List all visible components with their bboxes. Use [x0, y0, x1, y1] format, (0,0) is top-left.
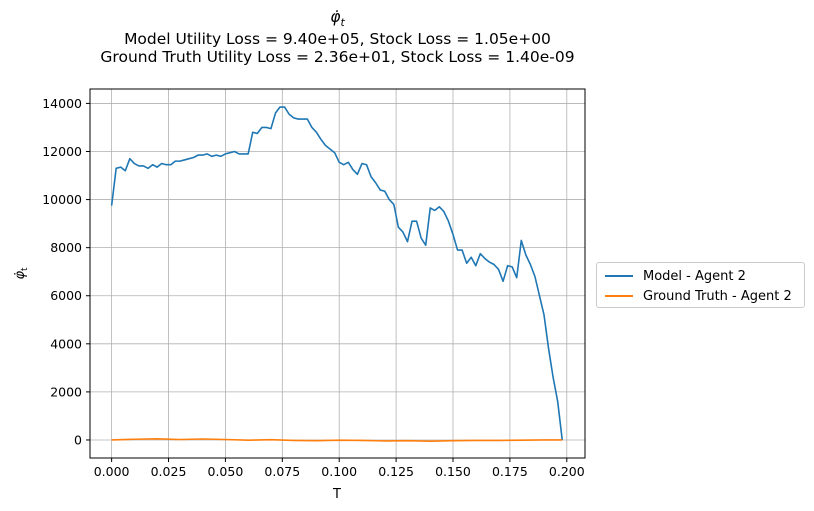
x-tick-label: 0.025 [151, 464, 187, 479]
chart-subtitle-line-2: Ground Truth Utility Loss = 2.36e+01, St… [100, 48, 575, 66]
chart-subtitle-line-1: Model Utility Loss = 9.40e+05, Stock Los… [124, 30, 551, 48]
series-line-ground-truth [111, 437, 563, 442]
x-tick-label: 0.175 [492, 464, 528, 479]
x-tick-label: 0.100 [321, 464, 357, 479]
y-axis-label: φ̇t [13, 267, 30, 280]
y-tick-label: 12000 [42, 144, 82, 159]
y-tick-label: 4000 [50, 336, 82, 351]
y-tick-label: 2000 [50, 384, 82, 399]
x-axis-ticks: 0.000 0.025 0.050 0.075 0.100 0.125 0.150 0.175… [94, 458, 585, 479]
legend-swatch-model [605, 275, 633, 277]
x-axis-label: T [332, 487, 341, 502]
legend-swatch-ground-truth [605, 295, 633, 297]
x-tick-label: 0.050 [208, 464, 244, 479]
y-tick-label: 6000 [50, 288, 82, 303]
series-line-model [110, 106, 564, 441]
legend-label-ground-truth: Ground Truth - Agent 2 [643, 288, 792, 304]
y-tick-label: 10000 [42, 192, 82, 207]
x-tick-label: 0.200 [549, 464, 585, 479]
grid [90, 89, 585, 458]
y-axis-ticks: 0 2000 4000 6000 8000 10000 12000 14000 [42, 96, 90, 447]
x-tick-label: 0.075 [264, 464, 300, 479]
x-tick-label: 0.150 [435, 464, 471, 479]
y-tick-label: 8000 [50, 240, 82, 255]
y-tick-label: 14000 [42, 96, 82, 111]
x-tick-label: 0.000 [94, 464, 130, 479]
x-tick-label: 0.125 [378, 464, 414, 479]
legend: Model - Agent 2 Ground Truth - Agent 2 [596, 262, 805, 308]
legend-item-ground-truth: Ground Truth - Agent 2 [605, 286, 792, 306]
legend-label-model: Model - Agent 2 [643, 268, 746, 284]
legend-item-model: Model - Agent 2 [605, 266, 746, 286]
series-layer [110, 106, 564, 442]
chart-title: φ̇t [330, 8, 345, 30]
y-tick-label: 0 [74, 432, 82, 447]
plot-frame [89, 88, 586, 459]
